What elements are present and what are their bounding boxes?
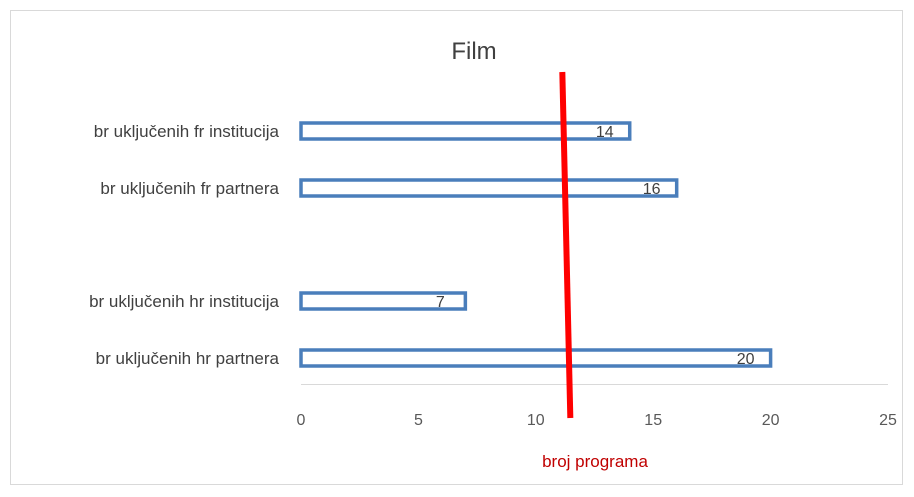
data-label: 7 [436, 294, 445, 311]
x-tick-label: 5 [414, 412, 423, 429]
category-labels-group: br uključenih fr institucija br uključeni… [89, 122, 279, 368]
bars-group [299, 121, 773, 368]
bar [299, 178, 679, 198]
data-label: 16 [643, 181, 661, 198]
annotations-group: broj programa [542, 71, 648, 471]
x-tick-label: 15 [644, 412, 662, 429]
chart-frame [10, 10, 903, 485]
category-label: br uključenih hr partnera [96, 349, 280, 368]
x-tick-label: 25 [879, 412, 897, 429]
reference-line [559, 71, 574, 419]
reference-line-label: broj programa [542, 452, 648, 471]
category-label: br uključenih fr partnera [100, 179, 279, 198]
data-label: 20 [737, 351, 755, 368]
data-labels-group: 14 16 7 20 [436, 124, 755, 368]
bar [299, 348, 773, 368]
data-label: 14 [596, 124, 614, 141]
category-label: br uključenih fr institucija [94, 122, 280, 141]
bar [299, 121, 632, 141]
bar [299, 291, 468, 311]
chart-title: Film [451, 38, 496, 65]
x-tick-label: 20 [762, 412, 780, 429]
x-tick-label: 0 [297, 412, 306, 429]
x-tick-labels-group: 0 5 10 15 20 25 [297, 412, 897, 429]
category-label: br uključenih hr institucija [89, 292, 279, 311]
x-tick-label: 10 [527, 412, 545, 429]
